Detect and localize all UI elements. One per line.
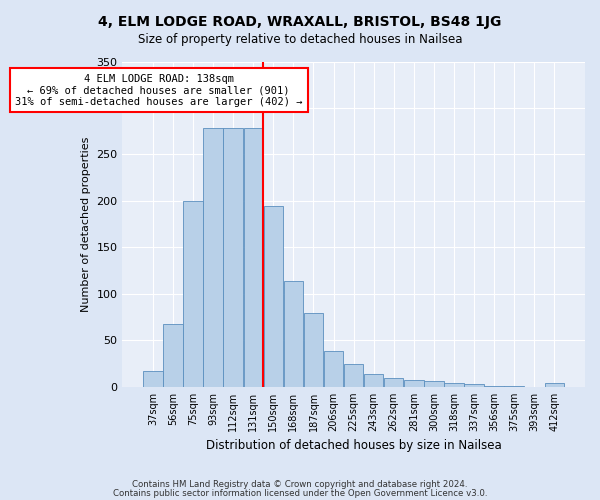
Bar (163, 324, 183, 387)
Y-axis label: Number of detached properties: Number of detached properties (80, 136, 91, 312)
Bar (484, 386, 504, 387)
Bar (505, 386, 524, 387)
Bar (143, 371, 163, 387)
Text: 4, ELM LODGE ROAD, WRAXALL, BRISTOL, BS48 1JG: 4, ELM LODGE ROAD, WRAXALL, BRISTOL, BS4… (98, 15, 502, 29)
Bar (424, 381, 443, 387)
Bar (203, 128, 223, 387)
Bar (344, 364, 364, 387)
Bar (444, 383, 464, 387)
Bar (304, 314, 323, 387)
Bar (464, 384, 484, 387)
Bar (545, 383, 564, 387)
Bar (404, 380, 424, 387)
Bar (364, 374, 383, 387)
Bar (324, 350, 343, 387)
Text: Contains HM Land Registry data © Crown copyright and database right 2024.: Contains HM Land Registry data © Crown c… (132, 480, 468, 489)
Bar (244, 128, 263, 387)
Bar (223, 128, 243, 387)
Text: Contains public sector information licensed under the Open Government Licence v3: Contains public sector information licen… (113, 488, 487, 498)
Bar (184, 201, 203, 387)
Bar (384, 378, 403, 387)
Text: 4 ELM LODGE ROAD: 138sqm
← 69% of detached houses are smaller (901)
31% of semi-: 4 ELM LODGE ROAD: 138sqm ← 69% of detach… (15, 74, 302, 107)
Bar (263, 206, 283, 387)
X-axis label: Distribution of detached houses by size in Nailsea: Distribution of detached houses by size … (206, 440, 502, 452)
Text: Size of property relative to detached houses in Nailsea: Size of property relative to detached ho… (138, 32, 462, 46)
Bar (284, 281, 303, 387)
